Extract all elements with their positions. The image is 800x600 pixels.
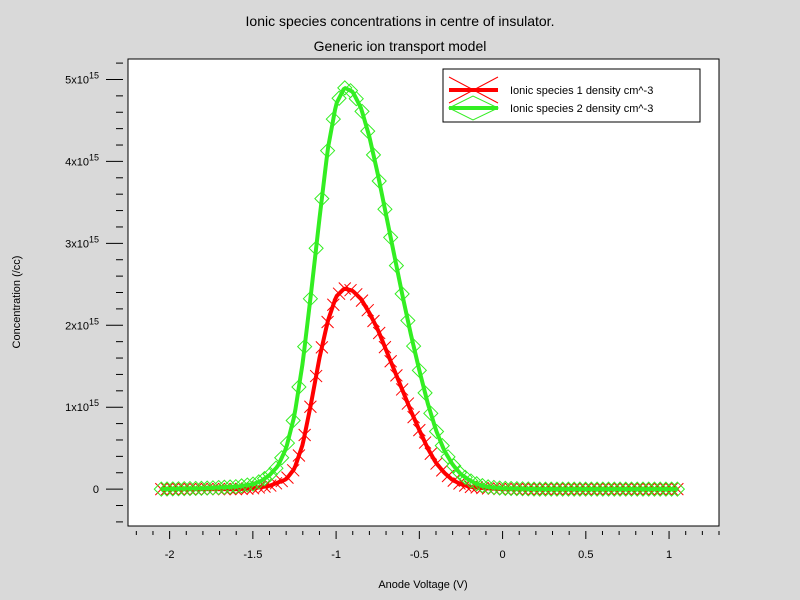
series-2-marker <box>423 405 439 422</box>
series-2-marker <box>153 481 170 497</box>
series-2-marker <box>279 435 296 451</box>
y-axis: 0 1x1015 2x1015 3x1015 4x1015 5x1015 <box>65 62 123 523</box>
series-layer <box>153 80 686 497</box>
series-2-marker <box>434 437 450 454</box>
series-2-marker <box>554 481 571 497</box>
series-2-marker <box>497 480 514 497</box>
series-2-marker <box>618 481 634 497</box>
series-2-marker <box>210 479 227 496</box>
series-2-marker <box>669 481 686 497</box>
series-2-marker <box>583 481 600 497</box>
series-2-marker <box>514 481 531 497</box>
y-axis-label: Concentration (/cc) <box>11 256 23 349</box>
series-2-marker <box>176 480 192 497</box>
x-tick-label: -1 <box>331 549 341 561</box>
series-2-marker <box>623 481 640 497</box>
legend-diamond-marker-icon <box>447 95 500 121</box>
series-2-marker <box>641 481 657 497</box>
series-2-marker <box>337 80 353 96</box>
x-tick-label: -0.5 <box>410 549 429 561</box>
x-axis-label: Anode Voltage (V) <box>378 579 467 591</box>
y-tick-label: 2x1015 <box>65 316 99 332</box>
y-tick-label: 3x1015 <box>65 234 99 250</box>
series-2-marker <box>509 480 525 497</box>
series-2-marker <box>635 481 651 497</box>
x-tick-label: 1 <box>666 549 672 561</box>
series-2-marker <box>612 481 628 497</box>
series-2-marker <box>348 90 364 107</box>
series-2-marker <box>165 481 181 497</box>
legend-label: Ionic species 1 density cm^-3 <box>510 85 653 97</box>
x-tick-label: 0.5 <box>578 549 593 561</box>
series-2-marker <box>549 481 565 497</box>
series-2-marker <box>589 481 605 497</box>
series-2-marker <box>451 464 468 481</box>
series-2-marker <box>652 481 668 497</box>
legend: Ionic species 1 density cm^-3 Ionic speci… <box>442 68 701 123</box>
chart-title: Ionic species concentrations in centre o… <box>246 13 555 29</box>
series-2-marker <box>187 480 204 497</box>
series-2-marker <box>606 481 623 497</box>
y-tick-label: 5x1015 <box>65 70 99 86</box>
x-tick-label: -2 <box>165 549 175 561</box>
series-2-marker <box>646 481 663 497</box>
series-2-marker <box>658 481 674 497</box>
series-2-marker <box>595 481 611 497</box>
series-1-marker <box>154 482 168 496</box>
legend-item-2: Ionic species 2 density cm^-3 <box>447 95 653 121</box>
series-2-marker <box>446 458 462 474</box>
series-2-marker <box>560 481 577 497</box>
series-2-marker <box>331 90 347 106</box>
series-2-marker <box>193 480 210 497</box>
series-2-marker <box>170 481 187 497</box>
series-2-marker <box>629 481 645 497</box>
chart-subtitle: Generic ion transport model <box>314 38 487 54</box>
series-2-marker <box>268 460 284 476</box>
series-2-marker <box>199 480 215 496</box>
series-2 <box>153 80 686 497</box>
x-tick-label: 0 <box>500 549 506 561</box>
series-2-marker <box>216 479 233 495</box>
series-2-marker <box>503 480 519 497</box>
series-2-marker <box>428 423 445 440</box>
series-2-marker <box>537 481 554 497</box>
series-2-marker <box>532 481 548 497</box>
plot-area <box>127 58 720 527</box>
legend-label: Ionic species 2 density cm^-3 <box>510 103 653 115</box>
series-2-marker <box>566 481 582 497</box>
series-2-marker <box>440 449 456 465</box>
series-2-marker <box>526 481 542 497</box>
y-tick-label: 1x1015 <box>65 398 99 414</box>
x-axis: -2 -1.5 -1 -0.5 0 0.5 1 <box>135 531 720 561</box>
series-2-marker <box>600 481 617 497</box>
series-2-marker <box>159 481 175 497</box>
legend-x-marker-icon <box>448 76 499 104</box>
series-2-marker <box>663 481 680 497</box>
series-2-marker <box>222 479 238 495</box>
series-2-marker <box>572 481 588 497</box>
series-2-marker <box>520 481 536 497</box>
x-tick-label: -1.5 <box>243 549 262 561</box>
legend-box <box>442 68 701 123</box>
y-tick-label: 0 <box>93 484 99 496</box>
y-tick-label: 4x1015 <box>65 152 99 168</box>
series-2-marker <box>205 480 221 496</box>
series-2-line <box>161 86 678 492</box>
series-2-marker <box>274 450 290 466</box>
series-2-marker <box>182 480 198 497</box>
series-2-marker <box>577 481 594 497</box>
series-2-marker <box>543 481 559 497</box>
legend-item-1: Ionic species 1 density cm^-3 <box>448 76 653 104</box>
